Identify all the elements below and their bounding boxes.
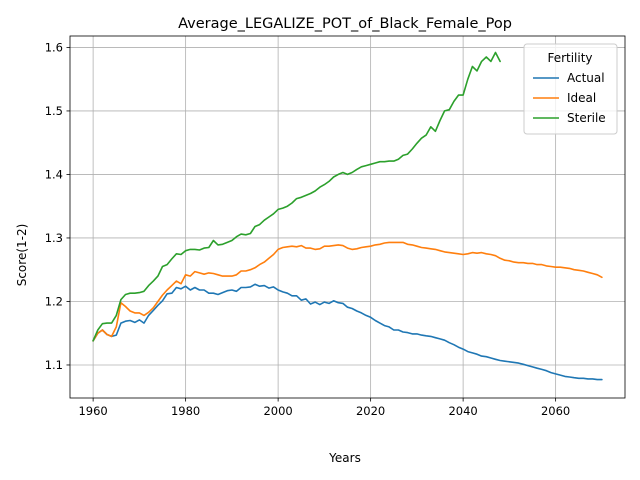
y-axis-ticks: 1.1 1.2 1.3 1.4 1.5 1.6 bbox=[45, 40, 70, 372]
y-axis-label: Score(1-2) bbox=[15, 224, 29, 287]
series-lines bbox=[92, 51, 603, 381]
legend-label-sterile: Sterile bbox=[567, 111, 606, 125]
series-line-ideal bbox=[92, 241, 603, 342]
legend: Fertility Actual Ideal Sterile bbox=[523, 43, 618, 135]
x-tick-label: 2000 bbox=[263, 404, 292, 418]
y-tick-label: 1.6 bbox=[45, 40, 63, 54]
y-tick-label: 1.2 bbox=[45, 294, 63, 308]
y-tick-label: 1.5 bbox=[45, 104, 63, 118]
legend-box bbox=[523, 43, 618, 135]
x-tick-label: 2040 bbox=[448, 404, 477, 418]
legend-items: Actual Ideal Sterile bbox=[533, 71, 606, 125]
x-tick-label: 1980 bbox=[171, 404, 200, 418]
x-tick-label: 1960 bbox=[78, 404, 107, 418]
legend-label-ideal: Ideal bbox=[567, 91, 596, 105]
series-line-sterile bbox=[92, 51, 501, 342]
x-tick-label: 2060 bbox=[541, 404, 570, 418]
x-axis-label: Years bbox=[328, 451, 361, 465]
y-tick-label: 1.4 bbox=[45, 167, 63, 181]
legend-title: Fertility bbox=[547, 51, 592, 65]
y-tick-label: 1.3 bbox=[45, 231, 63, 245]
x-axis-ticks: 1960 1980 2000 2020 2040 2060 bbox=[78, 398, 570, 418]
x-tick-label: 2020 bbox=[356, 404, 385, 418]
legend-label-actual: Actual bbox=[567, 71, 605, 85]
series-line-actual bbox=[92, 283, 603, 381]
y-tick-label: 1.1 bbox=[45, 358, 63, 372]
chart-title: Average_LEGALIZE_POT_of_Black_Female_Pop bbox=[178, 16, 512, 32]
plot-frame bbox=[69, 35, 626, 399]
